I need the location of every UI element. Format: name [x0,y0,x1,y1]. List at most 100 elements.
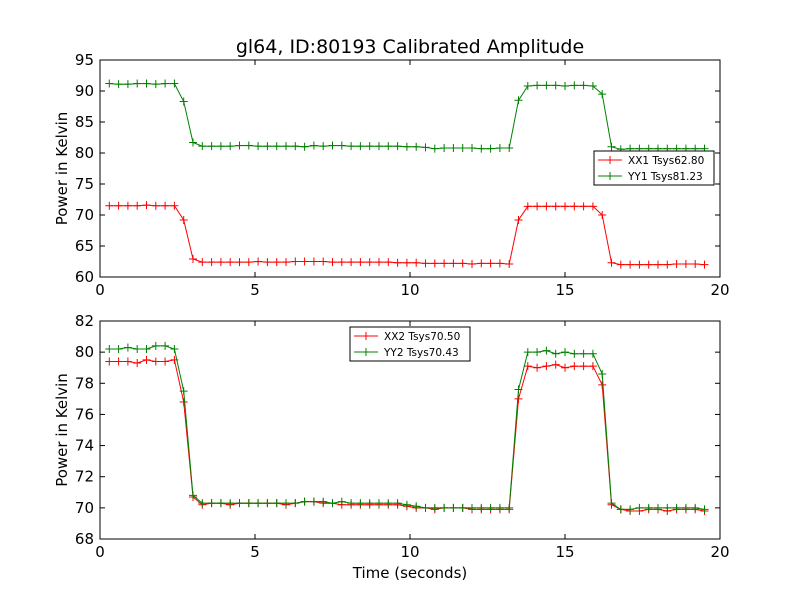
bottom-data-point [337,497,346,506]
bottom-y-axis-label: Power in Kelvin [53,373,71,487]
bottom-data-point [700,505,709,514]
top-data-point [282,258,290,267]
top-data-point [607,142,616,151]
bottom-data-point [654,503,662,512]
top-data-point [133,201,142,210]
top-data-point [189,138,197,147]
bottom-data-point [263,499,272,508]
top-data-point [356,142,365,151]
top-data-point [309,141,318,150]
top-data-point [179,215,188,224]
bottom-data-point [681,503,690,512]
bottom-data-point [356,499,365,508]
top-data-point [700,260,709,269]
top-data-point [244,141,253,150]
top-data-point [616,260,625,269]
top-data-point [551,81,560,90]
top-data-point [207,142,216,151]
bottom-data-point [151,357,160,366]
top-y-tick-label: 70 [75,206,94,224]
bottom-y-tick-label: 80 [75,343,94,361]
top-data-point [198,142,207,151]
top-data-point [663,260,672,269]
top-data-point [272,142,281,151]
top-data-point [114,201,123,210]
bottom-data-point [123,343,132,352]
top-x-tick-label: 10 [400,281,419,299]
top-data-point [291,142,300,151]
bottom-data-point [458,503,467,512]
bottom-data-point [151,341,160,350]
bottom-data-point [495,503,504,512]
bottom-y-tick-label: 74 [75,437,94,455]
top-data-point [161,79,170,88]
top-x-tick-label: 15 [555,281,574,299]
bottom-x-tick-label: 0 [95,543,105,561]
bottom-data-point [384,499,393,508]
bottom-data-point [216,499,225,508]
bottom-data-point [170,345,179,354]
bottom-data-point [542,362,551,371]
bottom-y-tick-label: 68 [75,530,94,548]
top-data-point [542,81,551,90]
top-data-point [179,97,188,106]
top-data-point [170,79,179,88]
bottom-legend: XX2 Tsys70.50 YY2 Tsys70.43 [349,326,471,362]
top-data-point [263,142,272,151]
top-data-point [505,259,514,268]
top-data-point [384,142,393,151]
bottom-data-point [375,499,383,508]
bottom-plot: 0 5 10 15 20 68 70 72 74 76 78 80 82 Power in Kelvin… [53,312,730,582]
top-data-point [105,79,114,88]
top-data-point [477,259,486,268]
bottom-y-tick-label: 82 [75,312,94,330]
top-data-point [133,79,142,88]
top-data-point [402,142,411,151]
top-data-point [440,259,449,268]
bottom-data-point [579,349,588,358]
top-y-tick-label: 75 [75,175,94,193]
top-data-point [486,259,495,268]
top-data-point [402,258,411,267]
bottom-data-point [542,346,551,355]
top-data-point [226,258,235,267]
top-data-point [570,81,579,90]
top-data-point [254,257,263,266]
top-data-point [207,258,216,267]
top-data-point [151,201,160,210]
top-data-point [430,259,439,268]
bottom-data-point [551,360,560,369]
top-legend-box [593,150,715,186]
top-data-point [533,202,542,211]
bottom-y-tick-label: 78 [75,374,94,392]
bottom-data-point [635,503,644,512]
top-legend: XX1 Tsys62.80 YY1 Tsys81.23 [593,150,715,186]
bottom-data-point [449,503,458,512]
bottom-data-point [161,357,170,366]
bottom-data-point [514,385,523,394]
top-data-point [523,202,532,211]
top-data-point [198,258,207,267]
bottom-data-point [254,499,263,508]
bottom-data-point [412,502,421,511]
top-data-point [412,258,421,267]
bottom-data-point [309,497,318,506]
bottom-data-point [319,497,328,506]
top-data-point [681,259,690,268]
bottom-data-point [347,499,356,508]
top-data-point [523,82,532,91]
bottom-data-point [477,503,486,512]
top-data-point [393,258,402,267]
legend-label-yy1: YY1 Tsys81.23 [627,171,703,183]
bottom-x-tick-label: 10 [400,543,419,561]
top-data-point [514,215,523,224]
top-data-point [421,259,430,268]
top-data-point [142,79,151,88]
bottom-x-tick-label: 15 [555,543,574,561]
bottom-data-point [663,503,672,512]
top-data-point [412,142,421,151]
top-data-point [337,258,346,267]
bottom-data-point [123,357,132,366]
top-data-point [626,260,635,269]
bottom-data-point [505,503,514,512]
